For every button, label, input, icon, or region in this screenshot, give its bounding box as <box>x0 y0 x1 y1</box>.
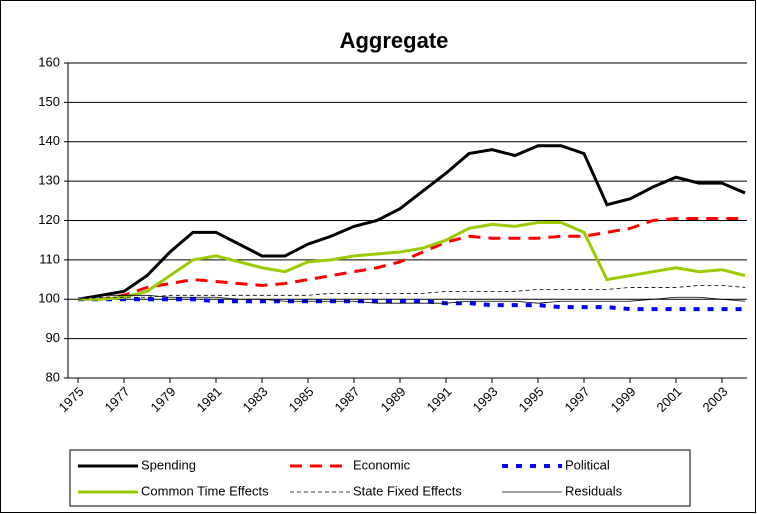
y-tick-label: 90 <box>46 330 60 345</box>
legend <box>69 449 691 507</box>
y-tick-label: 140 <box>38 133 60 148</box>
series-line <box>77 285 746 300</box>
legend-label: Spending <box>141 457 196 472</box>
legend-label: Economic <box>353 457 411 472</box>
chart-title: Aggregate <box>340 28 449 53</box>
series-line <box>77 294 746 304</box>
y-tick-label: 160 <box>38 54 60 69</box>
legend-label: Residuals <box>565 483 623 498</box>
y-tick-label: 130 <box>38 173 60 188</box>
series-line <box>77 144 746 301</box>
series-line <box>78 217 745 301</box>
y-tick-label: 110 <box>39 251 60 266</box>
series-line <box>78 220 746 301</box>
legend-label: State Fixed Effects <box>353 483 462 498</box>
y-tick-label: 80 <box>46 369 60 384</box>
y-tick-label: 150 <box>38 94 60 109</box>
y-tick-label: 100 <box>38 291 60 306</box>
y-tick-label: 120 <box>38 212 60 227</box>
legend-label: Common Time Effects <box>141 483 269 498</box>
legend-label: Political <box>565 457 610 472</box>
